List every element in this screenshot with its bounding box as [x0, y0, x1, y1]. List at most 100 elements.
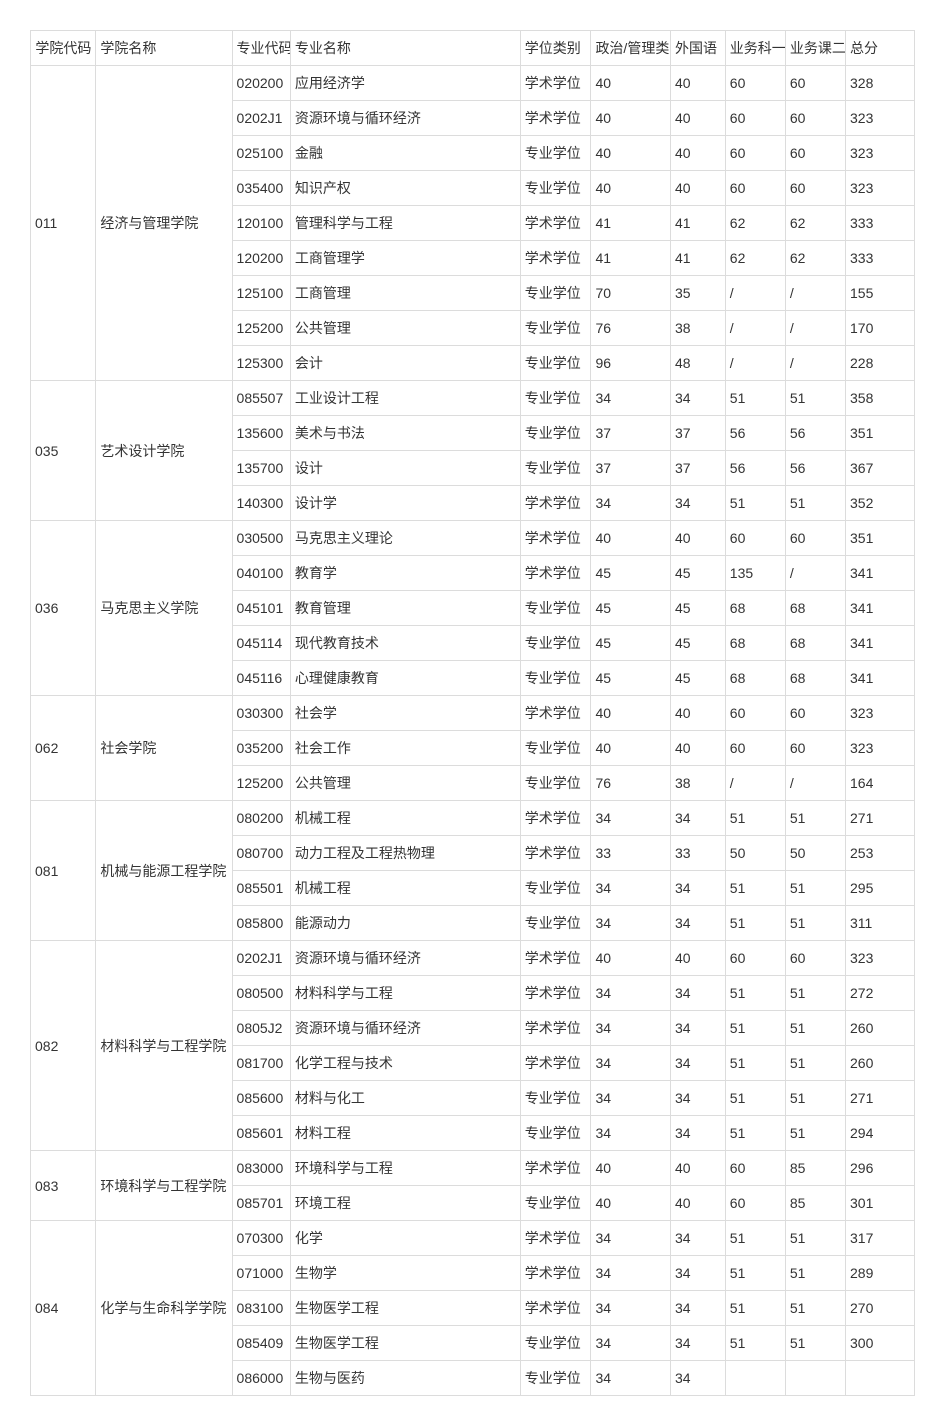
cell-degree_type: 学术学位 — [520, 556, 591, 591]
cell-college-name: 马克思主义学院 — [96, 521, 232, 696]
cell-subject1: 62 — [725, 206, 785, 241]
cell-major_name: 动力工程及工程热物理 — [290, 836, 520, 871]
cell-total: 260 — [846, 1011, 915, 1046]
cell-major_code: 0202J1 — [232, 941, 290, 976]
cell-subject2: 51 — [785, 1221, 845, 1256]
cell-total: 323 — [846, 136, 915, 171]
cell-politics: 33 — [591, 836, 671, 871]
cell-subject1: 68 — [725, 661, 785, 696]
cell-subject1: 56 — [725, 416, 785, 451]
cell-foreign_lang: 34 — [670, 1116, 725, 1151]
cell-subject1: 68 — [725, 626, 785, 661]
cell-subject2: 51 — [785, 1326, 845, 1361]
cell-major_name: 心理健康教育 — [290, 661, 520, 696]
cell-major_code: 083000 — [232, 1151, 290, 1186]
cell-degree_type: 专业学位 — [520, 381, 591, 416]
cell-total — [846, 1361, 915, 1396]
cell-major_code: 025100 — [232, 136, 290, 171]
cell-subject2: 51 — [785, 976, 845, 1011]
table-row: 081机械与能源工程学院080200机械工程学术学位34345151271 — [31, 801, 915, 836]
cell-major_name: 教育学 — [290, 556, 520, 591]
cell-subject1: 135 — [725, 556, 785, 591]
cell-degree_type: 学术学位 — [520, 101, 591, 136]
cell-total: 155 — [846, 276, 915, 311]
cell-major_code: 071000 — [232, 1256, 290, 1291]
cell-subject1: 60 — [725, 696, 785, 731]
cell-degree_type: 专业学位 — [520, 661, 591, 696]
col-header-major_name: 专业名称 — [290, 31, 520, 66]
cell-subject1: 51 — [725, 1256, 785, 1291]
cell-politics: 34 — [591, 1326, 671, 1361]
cell-degree_type: 学术学位 — [520, 1221, 591, 1256]
cell-total: 358 — [846, 381, 915, 416]
cell-total: 341 — [846, 661, 915, 696]
cell-total: 341 — [846, 626, 915, 661]
cell-college-name: 化学与生命科学学院 — [96, 1221, 232, 1396]
cell-politics: 34 — [591, 1256, 671, 1291]
cell-major_name: 化学 — [290, 1221, 520, 1256]
col-header-subject2: 业务课二 — [785, 31, 845, 66]
cell-degree_type: 专业学位 — [520, 1361, 591, 1396]
cell-degree_type: 学术学位 — [520, 696, 591, 731]
cell-major_code: 120100 — [232, 206, 290, 241]
cell-major_code: 083100 — [232, 1291, 290, 1326]
cell-degree_type: 学术学位 — [520, 241, 591, 276]
cell-total: 296 — [846, 1151, 915, 1186]
cell-subject2: / — [785, 766, 845, 801]
cell-subject1 — [725, 1361, 785, 1396]
cell-foreign_lang: 37 — [670, 451, 725, 486]
cell-subject1: 60 — [725, 66, 785, 101]
cell-total: 253 — [846, 836, 915, 871]
cell-politics: 34 — [591, 801, 671, 836]
cell-subject1: 60 — [725, 1186, 785, 1221]
cell-politics: 40 — [591, 696, 671, 731]
cell-politics: 34 — [591, 486, 671, 521]
cell-subject1: 51 — [725, 486, 785, 521]
cell-degree_type: 专业学位 — [520, 626, 591, 661]
cell-total: 367 — [846, 451, 915, 486]
cell-total: 271 — [846, 801, 915, 836]
cell-major_name: 环境工程 — [290, 1186, 520, 1221]
cell-politics: 34 — [591, 1361, 671, 1396]
cell-major_name: 会计 — [290, 346, 520, 381]
cell-degree_type: 专业学位 — [520, 346, 591, 381]
cell-subject1: 51 — [725, 906, 785, 941]
cell-foreign_lang: 45 — [670, 556, 725, 591]
cell-total: 271 — [846, 1081, 915, 1116]
table-row: 084化学与生命科学学院070300化学学术学位34345151317 — [31, 1221, 915, 1256]
cell-subject2: 51 — [785, 1291, 845, 1326]
cell-major_code: 120200 — [232, 241, 290, 276]
cell-subject1: / — [725, 766, 785, 801]
cell-total: 323 — [846, 941, 915, 976]
cell-major_code: 135600 — [232, 416, 290, 451]
admission-scores-table: 学院代码学院名称专业代码专业名称学位类别政治/管理类外国语业务科一业务课二总分 … — [30, 30, 915, 1396]
cell-total: 352 — [846, 486, 915, 521]
cell-college-code: 035 — [31, 381, 96, 521]
cell-total: 323 — [846, 731, 915, 766]
cell-degree_type: 学术学位 — [520, 941, 591, 976]
cell-total: 295 — [846, 871, 915, 906]
table-row: 035艺术设计学院085507工业设计工程专业学位34345151358 — [31, 381, 915, 416]
cell-subject1: 51 — [725, 1116, 785, 1151]
cell-subject2: 60 — [785, 171, 845, 206]
col-header-subject1: 业务科一 — [725, 31, 785, 66]
cell-total: 351 — [846, 416, 915, 451]
cell-foreign_lang: 48 — [670, 346, 725, 381]
cell-subject1: 51 — [725, 1011, 785, 1046]
cell-degree_type: 学术学位 — [520, 801, 591, 836]
cell-foreign_lang: 38 — [670, 766, 725, 801]
cell-major_code: 085600 — [232, 1081, 290, 1116]
cell-total: 311 — [846, 906, 915, 941]
cell-politics: 34 — [591, 1116, 671, 1151]
cell-total: 328 — [846, 66, 915, 101]
cell-subject2: 62 — [785, 206, 845, 241]
cell-college-name: 艺术设计学院 — [96, 381, 232, 521]
cell-major_name: 应用经济学 — [290, 66, 520, 101]
cell-college-code: 062 — [31, 696, 96, 801]
cell-foreign_lang: 40 — [670, 101, 725, 136]
cell-subject1: 60 — [725, 171, 785, 206]
cell-degree_type: 专业学位 — [520, 1186, 591, 1221]
cell-major_name: 设计 — [290, 451, 520, 486]
cell-major_name: 现代教育技术 — [290, 626, 520, 661]
cell-foreign_lang: 45 — [670, 591, 725, 626]
